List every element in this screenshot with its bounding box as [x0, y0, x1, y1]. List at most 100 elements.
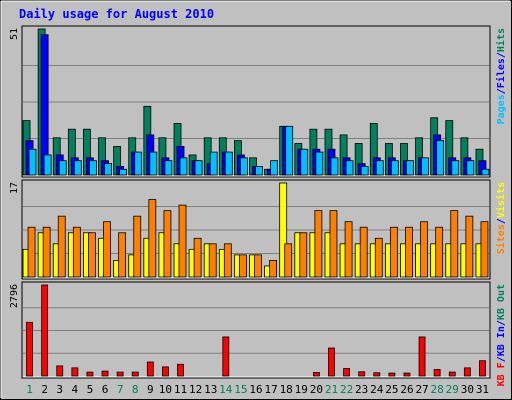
x-tick-day-23: 23	[355, 383, 368, 396]
x-tick-day-9: 9	[147, 383, 154, 396]
bar-pages-day-5	[89, 160, 97, 176]
x-tick-day-6: 6	[102, 383, 109, 396]
x-tick-day-27: 27	[415, 383, 428, 396]
legend-item: /	[496, 218, 507, 224]
bar-pages-day-20	[315, 151, 324, 176]
x-tick-day-24: 24	[370, 383, 384, 396]
legend-item: Hits	[495, 28, 507, 52]
bar-pages-day-27	[421, 157, 429, 176]
bar-sites-day-13	[208, 243, 217, 278]
bar-sites-day-8	[133, 215, 142, 278]
bar-sites-day-27	[420, 221, 428, 278]
bar-pages-day-12	[194, 160, 203, 176]
x-tick-day-7: 7	[117, 383, 124, 396]
bar-pages-day-8	[134, 151, 143, 176]
bar-pages-day-7	[119, 168, 128, 176]
x-tick-day-28: 28	[431, 383, 444, 396]
x-tick-day-1: 1	[26, 383, 33, 396]
x-tick-day-8: 8	[132, 383, 139, 396]
x-tick-day-19: 19	[295, 383, 308, 396]
bar-kb-f-day-10	[162, 366, 169, 377]
bar-files-day-2	[40, 34, 49, 176]
bar-sites-day-18	[284, 243, 293, 278]
x-tick-day-3: 3	[56, 383, 63, 396]
bar-pages-day-25	[390, 160, 399, 176]
legend-item: Files	[495, 58, 507, 88]
bar-kb-f-day-11	[177, 363, 184, 377]
panel-legend: Sites/Visits	[495, 182, 507, 254]
bar-pages-day-6	[104, 163, 112, 176]
bar-sites-day-28	[435, 226, 444, 278]
bar-sites-day-2	[42, 226, 51, 278]
panel-visits-sites: 17 Sites/Visits	[9, 179, 507, 280]
x-tick-day-10: 10	[159, 383, 172, 396]
bar-pages-day-10	[164, 160, 173, 176]
bar-pages-day-18	[285, 125, 294, 176]
bar-kb-f-day-28	[433, 369, 441, 377]
bar-kb-f-day-21	[328, 347, 335, 377]
bar-kb-f-day-3	[56, 365, 64, 377]
x-tick-day-29: 29	[446, 383, 459, 396]
bar-sites-day-24	[374, 237, 383, 278]
bar-sites-day-16	[254, 254, 262, 278]
bar-sites-day-25	[389, 226, 398, 278]
bar-kb-f-day-8	[131, 371, 139, 377]
bar-pages-day-1	[28, 148, 37, 176]
legend-item: KB F	[496, 362, 507, 386]
x-tick-day-22: 22	[340, 383, 353, 396]
panel-legend: Pages/Files/Hits	[495, 28, 507, 124]
bar-kb-f-day-4	[71, 367, 79, 377]
bar-sites-day-31	[480, 221, 489, 278]
x-tick-day-30: 30	[461, 383, 474, 396]
bar-sites-day-29	[450, 210, 459, 278]
x-tick-day-14: 14	[219, 383, 233, 396]
legend-item: KB In	[496, 326, 507, 356]
bar-kb-f-day-1	[26, 321, 33, 377]
bar-sites-day-3	[57, 215, 66, 278]
bar-pages-day-23	[360, 166, 369, 176]
bar-pages-day-22	[345, 160, 354, 176]
bar-kb-f-day-9	[146, 361, 154, 377]
bar-sites-day-7	[118, 232, 127, 278]
bar-kb-f-day-7	[116, 371, 124, 377]
bar-pages-day-24	[375, 160, 384, 176]
legend-item: Visits	[495, 182, 507, 218]
bar-pages-day-2	[43, 154, 52, 176]
x-tick-day-20: 20	[310, 383, 323, 396]
bar-pages-day-28	[436, 140, 445, 176]
x-tick-day-2: 2	[41, 383, 48, 396]
bar-pages-day-19	[300, 148, 309, 176]
bar-pages-day-31	[481, 168, 490, 176]
x-tick-day-21: 21	[325, 383, 338, 396]
bar-pages-day-11	[179, 157, 188, 176]
bar-pages-day-14	[224, 151, 233, 176]
bar-sites-day-4	[72, 226, 81, 278]
bar-pages-day-21	[330, 157, 339, 176]
x-tick-day-17: 17	[264, 383, 277, 396]
bar-sites-day-1	[27, 226, 36, 278]
bar-pages-day-13	[209, 151, 218, 176]
x-tick-day-11: 11	[174, 383, 187, 396]
legend-item: /	[496, 356, 507, 362]
bar-kb-f-day-2	[41, 284, 49, 377]
bar-sites-day-30	[465, 215, 474, 278]
legend-item: KB Out	[496, 284, 507, 320]
legend-item: /	[496, 88, 507, 94]
bar-sites-day-20	[314, 210, 323, 278]
bar-sites-day-26	[405, 226, 413, 278]
bar-visits-day-18	[279, 182, 288, 278]
bar-pages-day-15	[240, 157, 248, 176]
panel-legend: KB F/KB In/KB Out	[496, 284, 507, 386]
bar-kb-f-day-14	[222, 336, 230, 377]
bar-pages-day-29	[451, 160, 460, 176]
bar-kb-f-day-22	[343, 368, 350, 377]
bar-sites-day-21	[329, 210, 338, 278]
bar-pages-day-9	[149, 151, 158, 176]
bar-kb-f-day-30	[463, 367, 471, 377]
x-tick-day-12: 12	[189, 383, 202, 396]
bar-pages-day-30	[466, 160, 475, 176]
legend-item: Pages	[496, 94, 507, 124]
chart-title: Daily usage for August 2010	[19, 7, 214, 21]
